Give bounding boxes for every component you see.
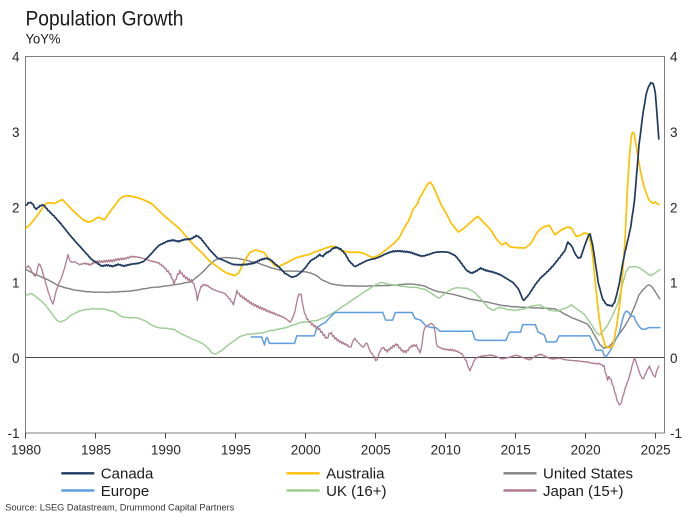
svg-text:2005: 2005 [361, 443, 391, 458]
svg-text:3: 3 [12, 125, 20, 140]
svg-text:1985: 1985 [81, 443, 111, 458]
svg-text:Australia: Australia [326, 466, 385, 483]
svg-text:1: 1 [12, 276, 20, 291]
svg-text:2020: 2020 [571, 443, 601, 458]
svg-text:1990: 1990 [151, 443, 181, 458]
svg-text:-1: -1 [7, 426, 19, 441]
svg-text:UK (16+): UK (16+) [326, 483, 386, 500]
svg-text:-1: -1 [670, 426, 682, 441]
svg-text:YoY%: YoY% [26, 30, 61, 46]
svg-text:3: 3 [670, 125, 678, 140]
svg-text:Canada: Canada [101, 466, 154, 483]
svg-text:Europe: Europe [101, 483, 149, 500]
svg-text:Japan (15+): Japan (15+) [543, 483, 623, 500]
svg-text:1995: 1995 [221, 443, 251, 458]
svg-text:1980: 1980 [11, 443, 41, 458]
svg-text:2015: 2015 [501, 443, 531, 458]
svg-text:0: 0 [12, 351, 20, 366]
svg-text:2: 2 [12, 200, 20, 215]
svg-text:Source: LSEG Datastream, Drumm: Source: LSEG Datastream, Drummond Capita… [5, 503, 234, 513]
svg-text:4: 4 [12, 50, 20, 65]
svg-text:2010: 2010 [431, 443, 461, 458]
svg-text:1: 1 [670, 276, 678, 291]
svg-text:2: 2 [670, 200, 678, 215]
svg-text:4: 4 [670, 50, 678, 65]
svg-text:2000: 2000 [291, 443, 321, 458]
svg-text:Population Growth: Population Growth [26, 7, 184, 31]
svg-text:United States: United States [543, 466, 633, 483]
svg-text:2025: 2025 [641, 443, 671, 458]
svg-text:0: 0 [670, 351, 678, 366]
